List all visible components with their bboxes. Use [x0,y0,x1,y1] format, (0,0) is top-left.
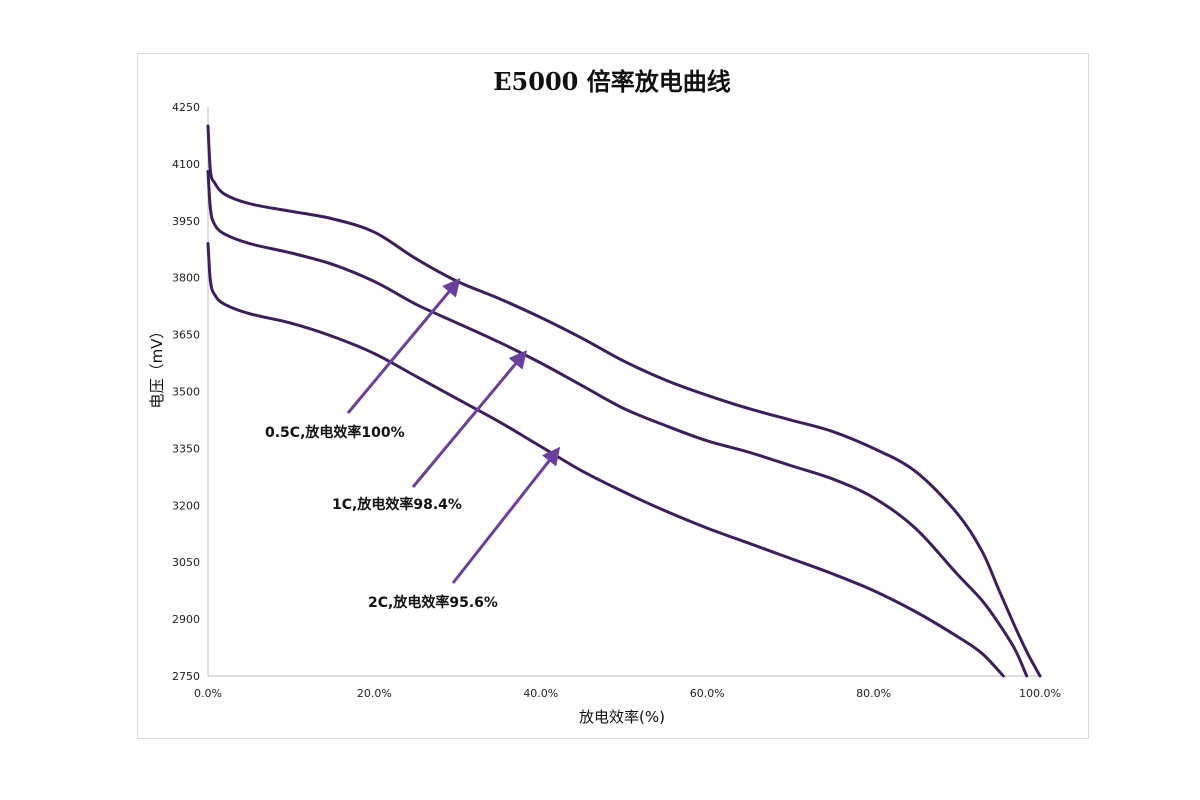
y-tick-label: 2900 [172,613,200,626]
annotation-label-1: 0.5C,放电效率100% [265,424,405,441]
x-tick-label: 100.0% [1019,687,1061,700]
x-tick-label: 40.0% [523,687,558,700]
y-tick-label: 3650 [172,329,200,342]
chart-axes: 2750 2900 3050 3200 3350 3500 3650 3800 3950 4100… [172,101,1061,700]
y-tick-label: 3800 [172,272,200,285]
y-tick-label: 4250 [172,101,200,114]
annotation-label-3: 2C,放电效率95.6% [368,594,498,611]
annotation-arrow-3 [451,446,561,584]
y-axis-label: 电压（mV） [148,324,166,409]
chart-annotations: 0.5C,放电效率100% 1C,放电效率98.4% 2C,放电效率95.6% [265,278,561,611]
y-tick-label: 2750 [172,670,200,683]
x-tick-label: 20.0% [357,687,392,700]
y-tick-label: 3500 [172,386,200,399]
x-tick-label: 0.0% [194,687,222,700]
y-tick-label: 3200 [172,499,200,512]
annotation-arrow-1 [346,278,461,414]
annotation-label-2: 1C,放电效率98.4% [332,496,462,513]
y-tick-label: 3350 [172,442,200,455]
series-line-2 [206,169,1029,678]
annotation-arrow-2 [411,350,528,488]
x-axis-label: 放电效率(%) [579,708,665,726]
series-line-1 [206,124,1042,678]
x-tick-label: 80.0% [856,687,891,700]
x-tick-label: 60.0% [690,687,725,700]
chart-frame [137,53,1089,739]
chart-curves [206,124,1042,678]
y-tick-label: 3050 [172,556,200,569]
chart-title: E5000 倍率放电曲线 [493,67,730,96]
y-tick-label: 4100 [172,158,200,171]
y-tick-label: 3950 [172,215,200,228]
series-line-3 [206,242,1005,678]
